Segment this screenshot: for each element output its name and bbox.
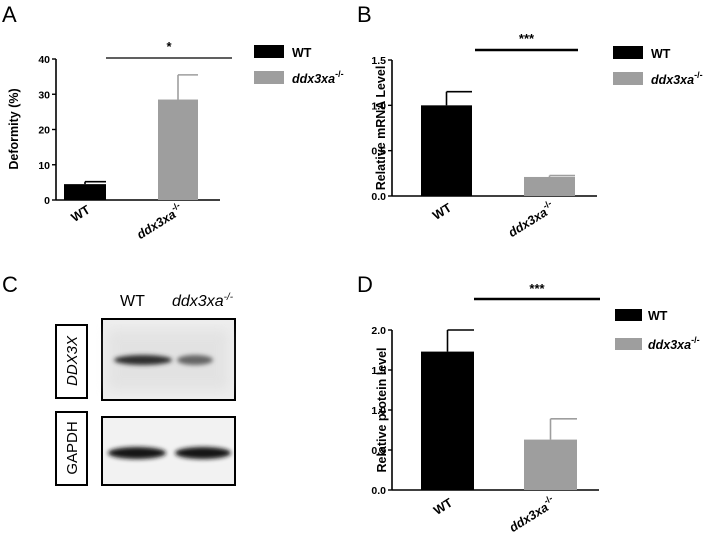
y-tick-label: 2.0 — [371, 325, 386, 337]
x-tick-label-ddx3xa: ddx3xa-/- — [505, 493, 558, 535]
significance-stars: * — [166, 39, 172, 54]
significance-stars: *** — [529, 281, 545, 296]
x-tick-label-ddx3xa: ddx3xa-/- — [504, 198, 557, 240]
panel-letter-d: D — [357, 272, 373, 297]
y-tick-label: 1.5 — [371, 55, 386, 67]
y-tick-label: 0.0 — [371, 485, 386, 497]
significance-stars: *** — [519, 31, 535, 46]
legend-label-wt: WT — [292, 46, 312, 60]
bar-ddx3xa — [524, 439, 577, 490]
blot-row-label-box-gapdh — [55, 411, 88, 486]
panel-letter-b: B — [357, 2, 372, 27]
legend-label-wt: WT — [651, 47, 671, 61]
y-tick-label: 40 — [38, 54, 50, 66]
legend-label-wt: WT — [648, 309, 668, 323]
bar-wt — [421, 105, 472, 196]
x-tick-label-wt: WT — [431, 495, 455, 517]
legend-swatch-wt — [254, 45, 284, 58]
legend-swatch-wt — [615, 309, 642, 321]
y-tick-label: 1.0 — [371, 405, 386, 417]
x-tick-label-wt: WT — [69, 202, 93, 224]
y-tick-label: 1.0 — [371, 100, 386, 112]
y-tick-label: 20 — [38, 125, 50, 137]
x-tick-label-ddx3xa: ddx3xa-/- — [133, 200, 186, 242]
blot-bands-gapdh — [108, 447, 231, 459]
bar-ddx3xa — [158, 99, 198, 200]
blot-bands-ddx3x — [114, 355, 213, 365]
legend-swatch-wt — [613, 46, 643, 59]
legend-label-ddx3xa: ddx3xa-/- — [648, 335, 700, 352]
blot-row-label-ddx3x: DDX3X — [64, 335, 81, 386]
blot-row-label-box-ddx3x — [55, 324, 88, 399]
bar-ddx3xa — [524, 176, 575, 196]
y-tick-label: 0.5 — [371, 146, 386, 158]
y-tick-label: 1.5 — [371, 365, 386, 377]
blot-row-label-gapdh: GAPDH — [64, 421, 81, 474]
blot-band-gapdh-ddx3xa — [175, 447, 231, 459]
x-tick-label-wt: WT — [430, 200, 454, 222]
blot-lane-label-wt: WT — [120, 293, 145, 310]
western-blot-panel: WT ddx3xa-/- DDX3X GAPDH — [55, 292, 236, 486]
y-axis-label: Deformity (%) — [7, 88, 21, 169]
blot-band-ddx3x-ddx3xa — [177, 355, 213, 365]
legend-swatch-ddx3xa — [615, 338, 642, 350]
chart-panel-a: 0 10 20 30 40 Deformity (%) WT ddx3xa-/- * WT ddx3… — [7, 39, 344, 242]
y-axis-label: Relative mRNA Level — [374, 66, 388, 191]
y-axis-label: Relative protein level — [375, 347, 389, 472]
blot-band-ddx3x-wt — [114, 355, 172, 365]
legend-swatch-ddx3xa — [254, 71, 284, 84]
chart-panel-d: 0.0 0.5 1.0 1.5 2.0 Relative protein level WT d… — [371, 281, 699, 535]
bar-wt — [64, 184, 106, 200]
bar-wt — [421, 351, 474, 490]
legend-label-ddx3xa: ddx3xa-/- — [292, 69, 344, 86]
legend-label-ddx3xa: ddx3xa-/- — [651, 70, 703, 87]
y-tick-label: 0 — [44, 195, 50, 207]
blot-band-gapdh-wt — [108, 447, 166, 459]
y-tick-label: 30 — [38, 89, 50, 101]
blot-lane-label-ddx3xa: ddx3xa-/- — [172, 292, 234, 310]
y-tick-label: 10 — [38, 160, 50, 172]
panel-letter-c: C — [2, 272, 18, 297]
legend-swatch-ddx3xa — [613, 72, 643, 85]
y-tick-label: 0.0 — [371, 191, 386, 203]
panel-letter-a: A — [2, 2, 17, 27]
y-tick-label: 0.5 — [371, 445, 386, 457]
